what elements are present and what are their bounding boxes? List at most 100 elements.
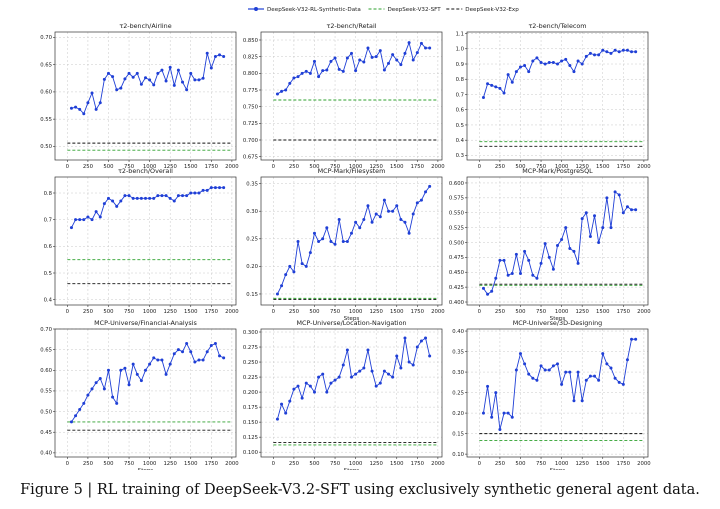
rl-data-point xyxy=(201,188,205,192)
rl-data-point xyxy=(321,69,325,73)
y-tick-label: 0.6 xyxy=(456,108,465,114)
y-tick-label: 0.825 xyxy=(243,54,258,60)
x-tick-label: 250 xyxy=(289,461,300,467)
rl-data-point xyxy=(82,401,86,405)
figure-caption: Figure 5 | RL training of DeepSeek-V3.2-… xyxy=(20,482,700,498)
rl-data-point xyxy=(288,399,292,403)
rl-data-point xyxy=(131,196,135,200)
rl-data-point xyxy=(354,69,358,73)
rl-data-point xyxy=(275,292,279,296)
x-tick-label: 0 xyxy=(478,461,482,467)
x-tick-label: 500 xyxy=(103,164,114,170)
rl-data-point xyxy=(551,364,555,368)
rl-data-point xyxy=(337,375,341,379)
x-tick-label: 500 xyxy=(309,164,320,170)
y-tick-label: 0.3 xyxy=(456,153,464,159)
rl-data-point xyxy=(131,75,135,79)
rl-data-point xyxy=(193,191,197,195)
rl-data-point xyxy=(556,362,559,366)
rl-data-point xyxy=(362,60,366,64)
rl-data-point xyxy=(304,381,308,385)
rl-data-point xyxy=(86,101,90,105)
x-axis-label: Steps xyxy=(138,468,154,470)
rl-data-point xyxy=(98,377,102,381)
x-tick-label: 1000 xyxy=(555,164,569,170)
y-tick-label: 0.675 xyxy=(243,154,258,160)
rl-data-point xyxy=(317,75,321,79)
rl-data-point xyxy=(209,66,213,70)
y-tick-label: 0.8 xyxy=(456,77,465,83)
rl-data-point xyxy=(378,49,382,53)
rl-data-point xyxy=(378,215,382,219)
rl-data-point xyxy=(523,362,527,366)
rl-data-point xyxy=(551,60,555,64)
rl-data-point xyxy=(572,70,576,74)
rl-data-point xyxy=(514,70,518,74)
rl-data-point xyxy=(350,375,353,379)
rl-data-point xyxy=(572,399,576,403)
x-tick-label: 750 xyxy=(330,309,341,315)
rl-data-point xyxy=(275,92,279,96)
rl-data-point xyxy=(350,51,353,55)
rl-data-point xyxy=(498,86,502,90)
rl-data-point xyxy=(358,369,362,373)
rl-series-line xyxy=(483,191,636,295)
rl-data-point xyxy=(506,73,510,77)
x-tick-label: 750 xyxy=(330,164,341,170)
rl-data-point xyxy=(193,78,197,82)
rl-data-point xyxy=(74,105,78,109)
rl-data-point xyxy=(156,71,160,75)
chart-title: MCP-Mark/PostgreSQL xyxy=(522,167,593,175)
rl-data-point xyxy=(74,414,78,418)
x-tick-label: 250 xyxy=(83,309,94,315)
x-axis-label: Steps xyxy=(550,316,566,322)
x-tick-label: 500 xyxy=(103,309,114,315)
rl-data-point xyxy=(543,242,547,246)
rl-data-point xyxy=(127,383,131,387)
x-tick-label: 750 xyxy=(330,461,341,467)
rl-data-point xyxy=(498,258,502,262)
x-tick-label: 1500 xyxy=(184,461,198,467)
x-tick-label: 250 xyxy=(495,309,506,315)
y-tick-label: 0.475 xyxy=(449,255,464,261)
x-tick-label: 750 xyxy=(124,164,135,170)
rl-data-point xyxy=(69,226,73,230)
y-tick-label: 0.55 xyxy=(40,389,52,395)
rl-data-point xyxy=(123,77,127,81)
y-tick-label: 0.150 xyxy=(243,420,259,426)
x-tick-label: 1250 xyxy=(575,164,589,170)
x-tick-label: 0 xyxy=(272,309,276,315)
x-tick-label: 500 xyxy=(103,461,114,467)
rl-data-point xyxy=(209,186,213,190)
rl-data-point xyxy=(403,51,407,55)
rl-data-point xyxy=(387,61,391,65)
chart-panel: MCP-Mark/Filesystem 0 250 500 750 1000 1250 150… xyxy=(246,167,445,322)
rl-data-point xyxy=(144,368,147,372)
rl-data-point xyxy=(399,366,403,370)
x-tick-label: 1500 xyxy=(596,309,610,315)
rl-data-point xyxy=(139,196,143,200)
rl-data-point xyxy=(111,395,115,399)
rl-data-point xyxy=(86,215,90,219)
rl-data-point xyxy=(634,337,638,341)
rl-data-point xyxy=(168,196,172,200)
rl-data-point xyxy=(634,208,638,212)
rl-data-point xyxy=(415,51,419,55)
rl-data-point xyxy=(424,336,428,340)
y-tick-label: 0.4 xyxy=(456,138,465,144)
rl-data-point xyxy=(152,196,156,200)
rl-data-point xyxy=(317,375,321,379)
x-tick-label: 2000 xyxy=(637,309,651,315)
y-tick-label: 0.275 xyxy=(243,345,258,351)
x-tick-label: 1250 xyxy=(369,164,383,170)
y-tick-label: 0.600 xyxy=(449,181,465,187)
chart-panel: τ2-bench/Airline 0 250 500 750 1000 1250 1500 17… xyxy=(40,22,239,170)
rl-data-point xyxy=(197,358,201,362)
rl-data-point xyxy=(531,59,535,63)
rl-series-line xyxy=(277,186,431,295)
x-tick-label: 1500 xyxy=(390,461,404,467)
rl-data-point xyxy=(312,231,316,235)
rl-data-point xyxy=(407,360,411,364)
rl-data-point xyxy=(630,337,634,341)
x-tick-label: 750 xyxy=(536,164,547,170)
